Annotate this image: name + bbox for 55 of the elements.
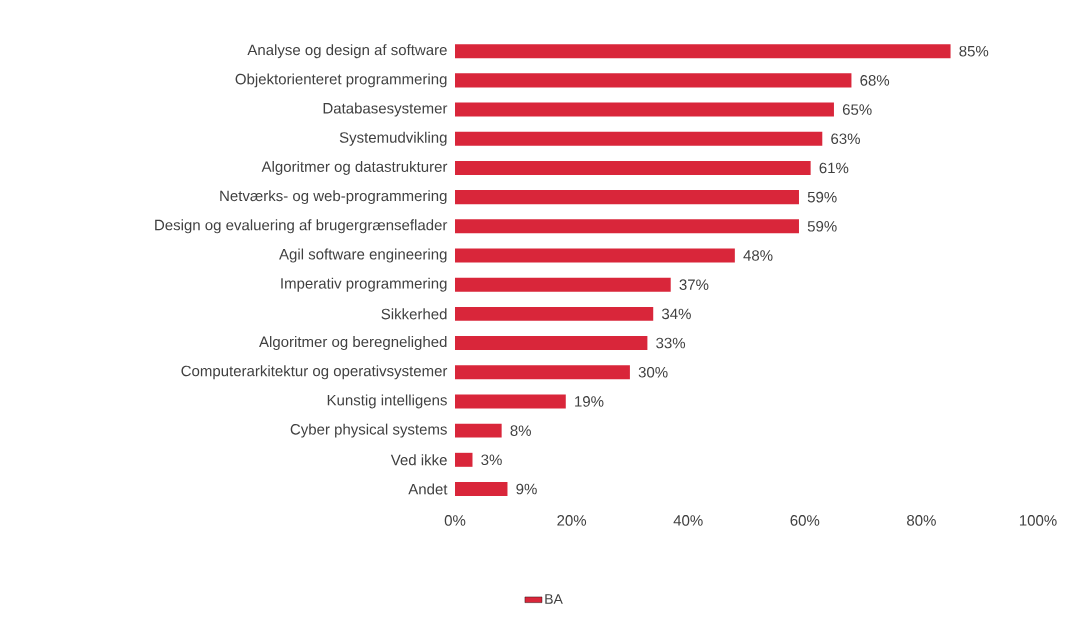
y-tick-label: Imperativ programmering <box>281 277 447 292</box>
y-tick-label: Design og evaluering af brugergrænseflader <box>155 219 448 234</box>
bar <box>455 160 811 175</box>
bar <box>455 336 648 351</box>
data-label: 19% <box>575 396 604 407</box>
x-tick-label: 40% <box>673 515 703 526</box>
data-label: 48% <box>743 250 773 261</box>
data-label: 63% <box>831 133 860 145</box>
data-label: 85% <box>959 45 989 57</box>
bar <box>455 219 799 234</box>
bar <box>455 482 508 496</box>
data-label: 61% <box>819 162 849 174</box>
y-tick-label: Kunstig intelligens <box>327 394 447 409</box>
x-tick-label: 100% <box>1019 515 1057 526</box>
y-tick-label: Databasesystemer <box>323 102 448 117</box>
data-label: 68% <box>860 75 890 86</box>
data-label: 65% <box>842 104 872 115</box>
y-tick-label: Objektorienteret programmering <box>235 73 447 88</box>
bar <box>455 277 671 292</box>
y-tick-label: Netværks- og web-programmering <box>220 190 447 205</box>
bar <box>455 190 799 205</box>
bar <box>455 102 834 117</box>
bar <box>455 452 473 467</box>
y-tick-label: Agil software engineering <box>279 248 447 263</box>
x-tick-label: 20% <box>557 515 587 526</box>
bar <box>455 306 654 321</box>
data-label: 3% <box>481 454 502 466</box>
data-label: 37% <box>679 279 709 290</box>
x-tick-label: 80% <box>907 515 936 526</box>
y-tick-label: Algoritmer og beregnelighed <box>259 336 447 351</box>
data-label: 30% <box>638 366 668 378</box>
y-tick-label: Ved ikke <box>390 454 447 466</box>
legend-label: BA <box>545 594 563 604</box>
bar <box>455 248 735 263</box>
bar <box>455 365 630 380</box>
y-tick-label: Cyber physical systems <box>290 423 447 438</box>
data-label: 59% <box>807 221 837 232</box>
bar <box>455 394 566 409</box>
y-tick-label: Algoritmer og datastrukturer <box>261 160 448 175</box>
bar <box>455 131 823 146</box>
bar <box>455 73 852 88</box>
data-label: 59% <box>807 191 837 203</box>
y-tick-label: Systemudvikling <box>339 131 447 146</box>
y-tick-label: Computerarkitektur og operativsystemer <box>181 365 448 380</box>
y-tick-label: Analyse og design af software <box>247 44 447 59</box>
data-label: 9% <box>516 483 537 495</box>
x-tick-label: 0% <box>444 515 466 526</box>
bar <box>455 423 502 438</box>
data-label: 34% <box>661 308 691 320</box>
data-label: 8% <box>510 425 531 436</box>
data-label: 33% <box>656 337 686 349</box>
y-tick-label: Andet <box>408 483 448 495</box>
y-tick-label: Sikkerhed <box>381 308 447 320</box>
x-tick-label: 60% <box>790 515 820 526</box>
bar <box>455 44 951 59</box>
